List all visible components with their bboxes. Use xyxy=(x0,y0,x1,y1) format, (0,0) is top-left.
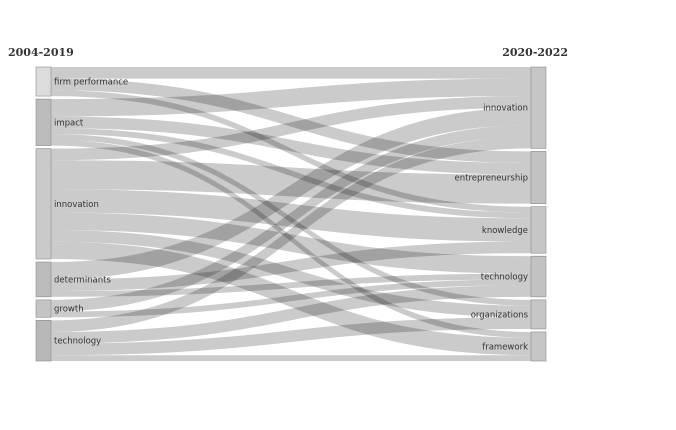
right-node-label-framework: framework xyxy=(482,342,528,352)
left-node-label-impact: impact xyxy=(54,118,84,128)
flow-determinants-to-innovation xyxy=(51,107,531,280)
left-node-growth xyxy=(35,299,52,318)
left-node-label-innovation: innovation xyxy=(54,200,99,210)
flow-impact-to-innovation xyxy=(51,78,531,117)
flow-innovation-to-organizations xyxy=(51,229,531,318)
flow-firm-performance-to-innovation xyxy=(51,67,531,79)
flow-technology-to-innovation xyxy=(51,136,531,332)
left-period-title: 2004-2019 xyxy=(8,46,74,59)
flow-firm-performance-to-entrepreneurship xyxy=(51,78,531,163)
right-node-framework xyxy=(530,331,547,362)
flow-innovation-to-innovation xyxy=(51,96,531,161)
flow-group xyxy=(51,67,531,361)
right-node-label-knowledge: knowledge xyxy=(482,226,528,236)
flow-determinants-to-knowledge xyxy=(51,241,531,292)
left-node-determinants xyxy=(35,261,52,298)
flow-innovation-to-technology xyxy=(51,212,531,274)
right-node-label-organizations: organizations xyxy=(471,310,529,320)
left-node-label-determinants: determinants xyxy=(54,275,111,285)
right-node-knowledge xyxy=(530,206,547,254)
left-node-innovation xyxy=(35,148,52,260)
flow-technology-to-framework xyxy=(51,355,531,361)
right-node-innovation xyxy=(530,66,547,149)
flow-growth-to-innovation xyxy=(51,125,531,312)
right-node-label-technology: technology xyxy=(481,273,528,283)
right-node-organizations xyxy=(530,299,547,330)
right-node-technology xyxy=(530,255,547,298)
flow-technology-to-technology xyxy=(51,285,531,344)
flow-innovation-to-entrepreneurship xyxy=(51,160,531,204)
left-node-label-firm-performance: firm performance xyxy=(54,78,128,88)
right-node-entrepreneurship xyxy=(530,151,547,204)
left-node-column: firm performance impact innovation determin… xyxy=(35,66,128,362)
flow-technology-to-organizations xyxy=(51,317,531,356)
right-period-title: 2020-2022 xyxy=(502,46,568,59)
left-node-label-technology: technology xyxy=(54,337,101,347)
left-node-firm-performance xyxy=(35,66,52,97)
right-node-label-entrepreneurship: entrepreneurship xyxy=(455,174,529,184)
flow-growth-to-technology xyxy=(51,279,531,318)
left-node-impact xyxy=(35,98,52,146)
left-node-label-growth: growth xyxy=(54,305,84,315)
right-node-label-innovation: innovation xyxy=(483,104,528,114)
right-node-column: innovation entrepreneurship knowledge techn… xyxy=(455,66,547,362)
left-node-technology xyxy=(35,320,52,362)
